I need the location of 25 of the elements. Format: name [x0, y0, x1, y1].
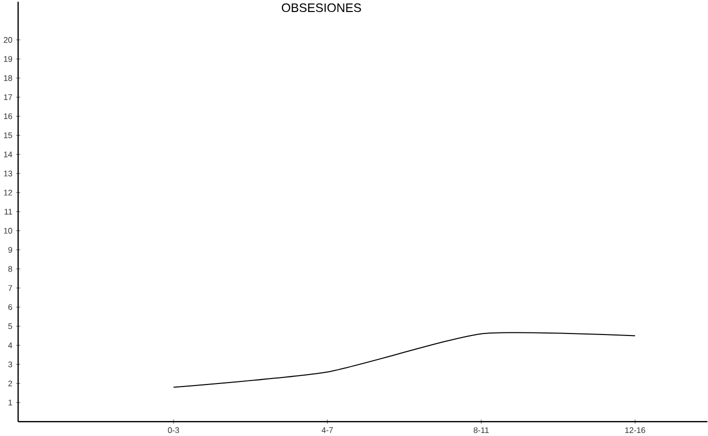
- y-tick-label: 18: [4, 74, 12, 81]
- y-tick-label: 2: [8, 380, 12, 386]
- y-tick-label: 16: [4, 113, 12, 119]
- y-tick-label: 15: [4, 132, 12, 138]
- x-tick-label: 8-11: [474, 427, 489, 433]
- y-tick-label: 14: [4, 151, 12, 157]
- y-tick-label: 1: [8, 400, 12, 406]
- x-tick-label: 0-3: [168, 427, 180, 433]
- y-tick-label: 13: [4, 170, 12, 176]
- y-tick-label: 6: [8, 304, 12, 310]
- y-tick-label: 12: [4, 190, 12, 196]
- y-tick-label: 11: [4, 208, 12, 214]
- y-tick-label: 8: [8, 266, 12, 272]
- y-tick-label: 5: [8, 323, 12, 329]
- y-tick-label: 17: [4, 94, 12, 100]
- x-tick-label: 4-7: [322, 427, 333, 433]
- y-tick-label: 3: [8, 361, 12, 368]
- y-tick-label: 19: [4, 56, 12, 62]
- x-tick-label: 12-16: [625, 427, 646, 433]
- y-tick-label: 7: [8, 284, 12, 291]
- y-tick-label: 4: [8, 342, 12, 348]
- y-tick-label: 20: [4, 36, 12, 43]
- y-tick-label: 10: [4, 228, 12, 234]
- y-tick-label: 9: [8, 246, 12, 253]
- chart-title: OBSESIONES: [282, 3, 361, 12]
